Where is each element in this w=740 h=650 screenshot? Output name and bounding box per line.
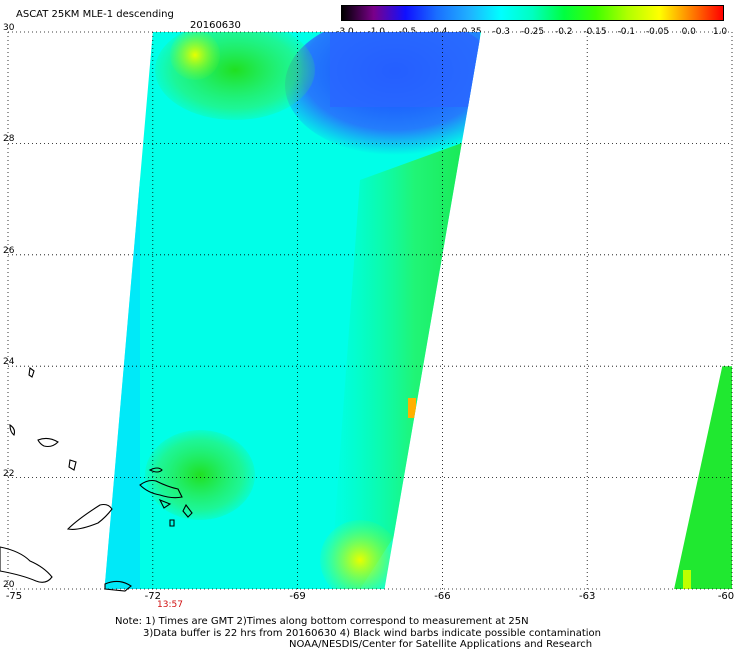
coastline [169, 519, 175, 527]
colorbar-tick-label: -0.3 [492, 27, 511, 37]
longitude-label: -60 [717, 591, 735, 602]
coastline [37, 437, 59, 448]
longitude-label: -75 [5, 591, 23, 602]
latitude-label: 30 [3, 23, 15, 33]
coastline [28, 367, 35, 378]
orange-cell [408, 398, 416, 418]
swath-east-yellow-cell [683, 570, 691, 589]
note-line-2: 3)Data buffer is 22 hrs from 20160630 4)… [143, 628, 601, 639]
colorbar-tick-label: -0.05 [645, 27, 670, 37]
latitude-label: 26 [3, 245, 15, 256]
green-patch-south [145, 430, 255, 520]
coastline [66, 503, 113, 530]
coastline [104, 580, 132, 592]
map-date: 20160630 [190, 20, 241, 31]
longitude-label: -63 [579, 591, 596, 602]
coastline [158, 498, 172, 509]
yellow-patch-south [320, 520, 400, 589]
swath-east [674, 366, 732, 589]
map-title: ASCAT 25KM MLE-1 descending [16, 9, 174, 20]
colorbar-tick-label: -0.1 [617, 27, 636, 37]
coastline [9, 423, 16, 436]
note-line-1: Note: 1) Times are GMT 2)Times along bot… [115, 616, 529, 627]
coastline [148, 467, 163, 473]
low-value-core [330, 32, 480, 107]
coastline [0, 546, 53, 583]
longitude-label: -72 [144, 591, 161, 602]
green-edge-band [330, 140, 470, 589]
latitude-label: 24 [3, 357, 15, 368]
longitude-label: -66 [434, 591, 451, 602]
note-line-3: NOAA/NESDIS/Center for Satellite Applica… [289, 639, 593, 650]
latitude-label: 22 [3, 468, 15, 479]
coastline [139, 479, 183, 499]
pass-time: 13:57 [157, 600, 183, 610]
latitude-label: 28 [3, 134, 15, 145]
swath-left-strip [104, 32, 140, 589]
latitude-label: 20 [3, 580, 15, 590]
colorbar-tick-label: -0.2 [554, 27, 573, 37]
coastline [182, 503, 193, 518]
coastline [68, 459, 77, 471]
colorbar [341, 5, 724, 21]
yellow-patch-north [170, 32, 220, 80]
colorbar-tick-label: -0.15 [583, 27, 607, 37]
longitude-label: -69 [289, 591, 306, 602]
